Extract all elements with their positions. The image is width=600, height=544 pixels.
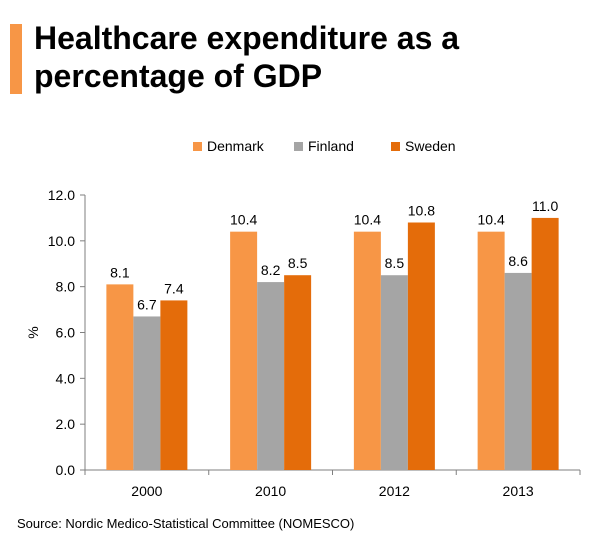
x-tick-label: 2010 <box>255 483 286 499</box>
x-tick-label: 2012 <box>379 483 410 499</box>
legend-item-sweden: Sweden <box>391 136 456 156</box>
bar-denmark-2010 <box>230 231 258 470</box>
bar-sweden-2000 <box>160 300 188 470</box>
bar-sweden-2010 <box>284 275 312 470</box>
y-tick-label: 6.0 <box>56 325 76 341</box>
data-label: 10.4 <box>478 212 505 228</box>
legend-item-finland: Finland <box>294 136 354 156</box>
legend-swatch-denmark <box>193 141 202 151</box>
bar-denmark-2013 <box>477 231 505 470</box>
bar-finland-2013 <box>504 272 532 470</box>
data-label: 10.4 <box>230 212 257 228</box>
legend-label-denmark: Denmark <box>207 138 264 154</box>
y-tick-label: 10.0 <box>48 233 75 249</box>
legend-swatch-finland <box>294 141 303 151</box>
legend: Denmark Finland Sweden <box>0 136 600 156</box>
data-label: 8.1 <box>110 264 130 280</box>
bar-finland-2010 <box>257 282 285 470</box>
data-label: 8.2 <box>261 262 281 278</box>
y-tick-label: 12.0 <box>48 187 75 203</box>
bar-sweden-2012 <box>407 222 435 470</box>
data-label: 6.7 <box>137 296 157 312</box>
x-tick-label: 2013 <box>503 483 534 499</box>
source-note: Source: Nordic Medico-Statistical Commit… <box>17 516 355 531</box>
y-tick-label: 0.0 <box>56 462 76 478</box>
y-tick-label: 2.0 <box>56 416 76 432</box>
title-accent-bar <box>10 24 22 94</box>
legend-swatch-sweden <box>391 141 400 151</box>
data-label: 8.5 <box>288 255 308 271</box>
y-axis-title: % <box>25 326 41 338</box>
legend-label-finland: Finland <box>308 138 354 154</box>
data-label: 7.4 <box>164 280 184 296</box>
data-label: 11.0 <box>532 198 558 214</box>
bar-chart: 0.0 2.0 4.0 6.0 8.0 10.0 12.0% 8.1 6.7 7.4 2000 10.… <box>25 187 581 499</box>
chart-title: Healthcare expenditure as a percentage o… <box>34 20 460 94</box>
data-label: 8.6 <box>508 253 528 269</box>
data-label: 10.4 <box>354 212 381 228</box>
x-tick-label: 2000 <box>131 483 162 499</box>
bar-sweden-2013 <box>531 217 559 470</box>
y-tick-label: 4.0 <box>56 370 76 386</box>
bar-denmark-2012 <box>353 231 381 470</box>
data-label: 10.8 <box>408 203 435 219</box>
legend-item-denmark: Denmark <box>193 136 264 156</box>
bar-denmark-2000 <box>106 284 134 470</box>
y-tick-label: 8.0 <box>56 279 76 295</box>
bar-finland-2012 <box>380 275 408 470</box>
bar-finland-2000 <box>133 316 161 470</box>
data-label: 8.5 <box>385 255 405 271</box>
legend-label-sweden: Sweden <box>405 138 456 154</box>
